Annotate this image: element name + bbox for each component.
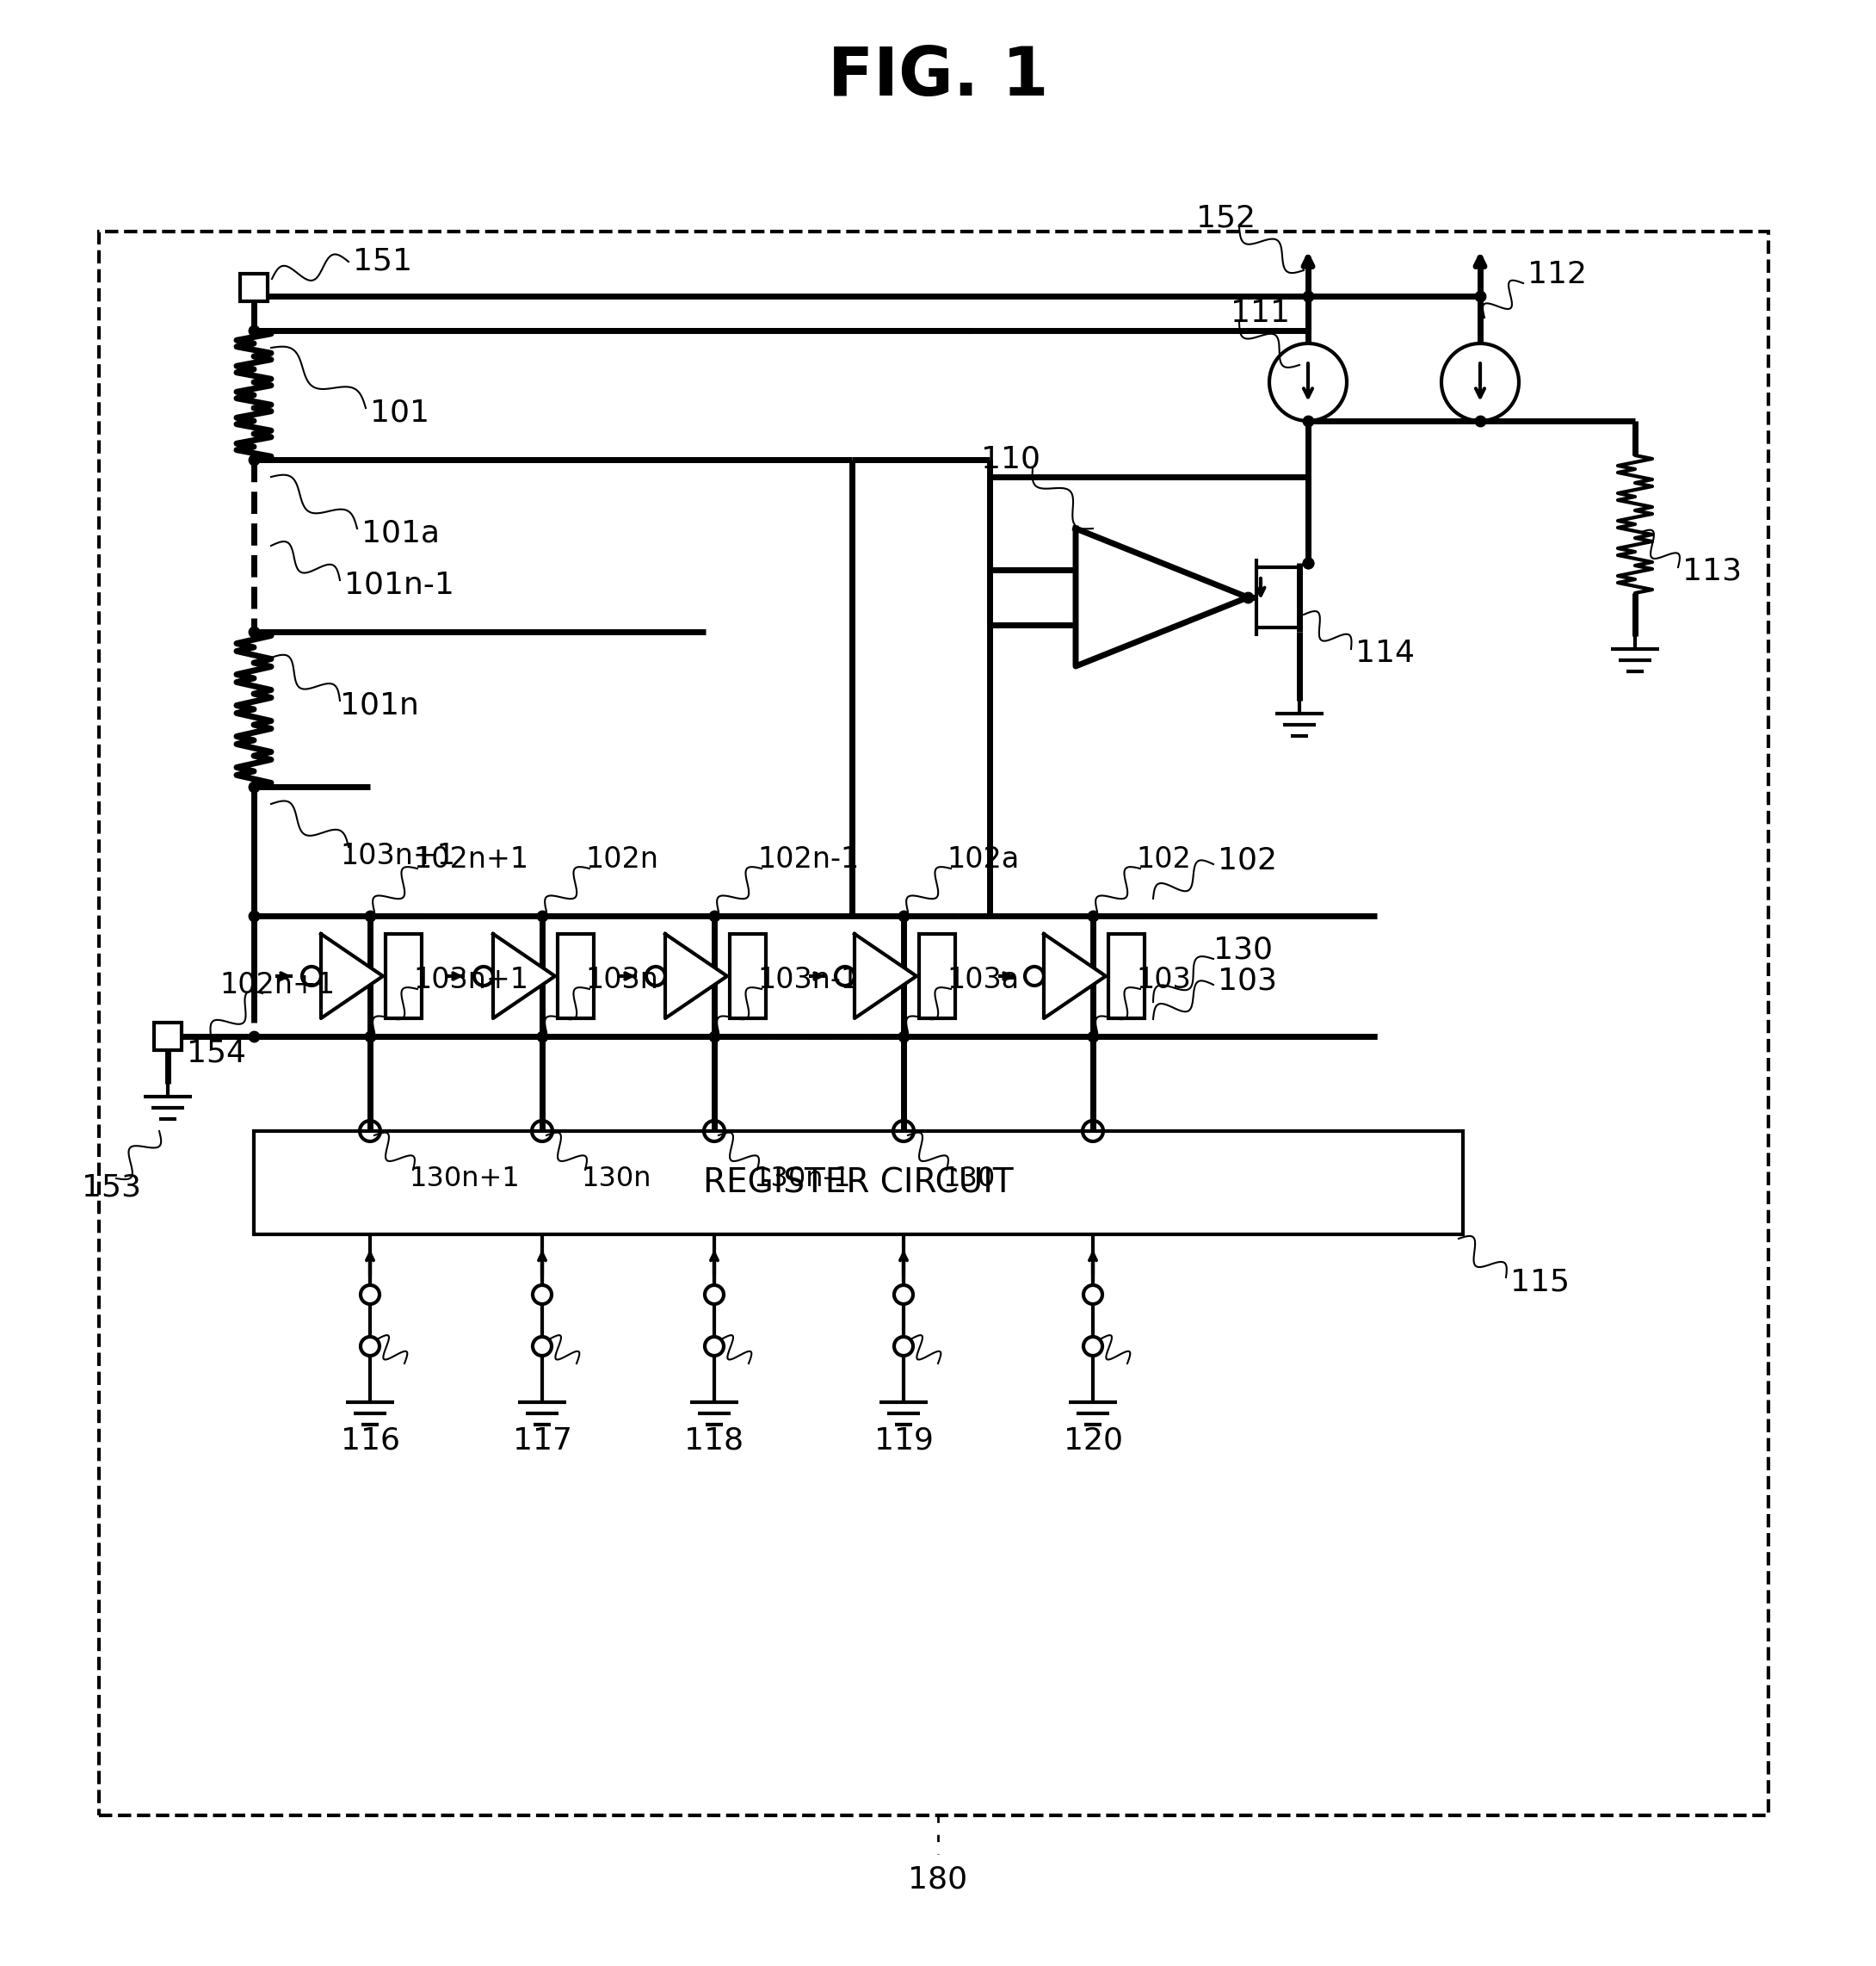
Text: 119: 119 [874,1425,932,1455]
Text: 120: 120 [1064,1425,1122,1455]
Bar [386,934,422,1018]
Bar [557,934,595,1018]
Text: 130n-1: 130n-1 [752,1166,850,1191]
Polygon shape [666,934,728,1018]
Text: 116: 116 [340,1425,400,1455]
Text: 103n+1: 103n+1 [413,965,529,995]
Text: 130: 130 [1214,936,1272,965]
Text: 103n-1: 103n-1 [758,965,859,995]
Text: 103: 103 [1137,965,1191,995]
Text: 130n: 130n [582,1166,651,1191]
Text: 101n: 101n [340,690,418,720]
Text: 103n: 103n [585,965,658,995]
Text: 152: 152 [1197,204,1255,234]
Bar [154,1022,182,1050]
Text: 102n+1: 102n+1 [219,971,334,999]
Text: 102: 102 [1218,845,1278,875]
Text: 111: 111 [1231,299,1291,328]
Polygon shape [855,934,917,1018]
Text: 118: 118 [685,1425,745,1455]
Polygon shape [493,934,555,1018]
Text: 113: 113 [1683,556,1741,586]
Text: 130n+1: 130n+1 [409,1166,520,1191]
Polygon shape [1075,529,1248,666]
Bar [730,934,765,1018]
Text: 112: 112 [1527,260,1587,289]
Text: 102a: 102a [947,845,1019,875]
Text: 154: 154 [188,1038,246,1068]
Polygon shape [321,934,383,1018]
Polygon shape [1043,934,1105,1018]
Text: 101: 101 [370,397,430,427]
Text: REGISTER CIRCUIT: REGISTER CIRCUIT [704,1166,1013,1199]
Bar [1109,934,1144,1018]
Text: 110: 110 [981,444,1041,474]
Text: 103: 103 [1218,965,1278,995]
Text: 101n-1: 101n-1 [343,570,454,600]
Text: 130: 130 [942,1166,994,1191]
Text: 153: 153 [83,1172,141,1201]
Bar [99,232,1769,1815]
Text: 102n: 102n [585,845,658,875]
Text: FIG. 1: FIG. 1 [827,43,1049,110]
Text: 103n+1: 103n+1 [340,841,456,869]
Text: 102n+1: 102n+1 [413,845,529,875]
Text: 102: 102 [1137,845,1191,875]
Text: 103a: 103a [947,965,1019,995]
Text: 114: 114 [1354,639,1415,668]
Text: 115: 115 [1510,1266,1570,1296]
Text: 117: 117 [512,1425,572,1455]
Bar [240,273,268,301]
Bar [919,934,955,1018]
Text: 102n-1: 102n-1 [758,845,859,875]
Bar [253,1130,1463,1235]
Text: 151: 151 [353,248,413,277]
Text: 180: 180 [908,1866,968,1895]
Text: 101a: 101a [362,519,439,547]
